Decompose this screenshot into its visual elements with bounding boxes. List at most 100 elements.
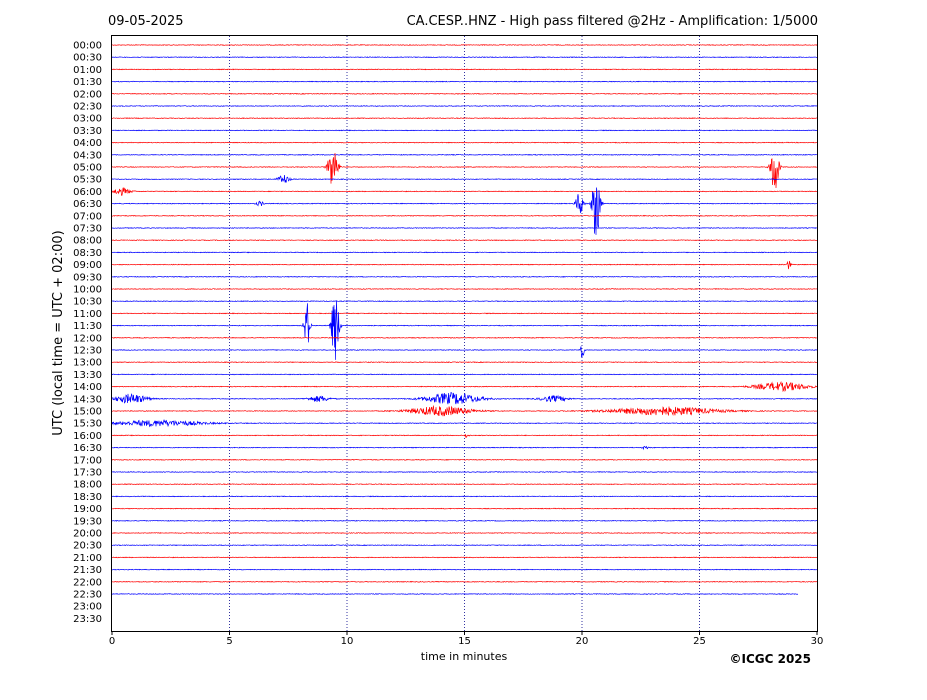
row-label: 03:30 bbox=[73, 126, 102, 137]
row-label: 03:00 bbox=[73, 114, 102, 125]
trace-line bbox=[111, 260, 818, 270]
row-label: 18:30 bbox=[73, 492, 102, 503]
row-label: 09:00 bbox=[73, 260, 102, 271]
trace-rows bbox=[111, 44, 818, 595]
trace-line bbox=[111, 129, 818, 132]
x-tick-label: 25 bbox=[693, 636, 706, 647]
row-label: 00:00 bbox=[73, 41, 102, 52]
row-label: 13:00 bbox=[73, 358, 102, 369]
trace-line bbox=[111, 418, 818, 428]
trace-line bbox=[111, 288, 818, 290]
row-label: 07:00 bbox=[73, 211, 102, 222]
trace-line bbox=[111, 80, 818, 83]
trace-line bbox=[111, 251, 818, 254]
trace-line bbox=[111, 300, 818, 360]
row-label: 05:00 bbox=[73, 163, 102, 174]
row-label: 19:30 bbox=[73, 516, 102, 527]
trace-line bbox=[111, 404, 818, 417]
row-label: 17:30 bbox=[73, 468, 102, 479]
row-label: 18:00 bbox=[73, 480, 102, 491]
x-tick-label: 30 bbox=[811, 636, 824, 647]
plot-title: CA.CESP..HNZ - High pass filtered @2Hz -… bbox=[407, 14, 818, 29]
row-label: 20:00 bbox=[73, 529, 102, 540]
date-label: 09-05-2025 bbox=[108, 14, 184, 29]
x-axis-label: time in minutes bbox=[421, 650, 508, 663]
trace-line bbox=[111, 186, 818, 196]
row-label: 22:00 bbox=[73, 577, 102, 588]
trace-line bbox=[111, 141, 818, 144]
trace-line bbox=[111, 68, 818, 71]
vertical-gridlines bbox=[229, 36, 700, 631]
x-axis-ticks: 0 5 10 15 20 25 30 bbox=[109, 631, 824, 647]
trace-line bbox=[111, 227, 818, 229]
row-label: 12:30 bbox=[73, 346, 102, 357]
x-tick-label: 15 bbox=[458, 636, 471, 647]
trace-line bbox=[111, 312, 818, 315]
trace-line bbox=[111, 434, 818, 439]
row-label: 09:30 bbox=[73, 272, 102, 283]
trace-line bbox=[111, 117, 818, 120]
trace-line bbox=[111, 44, 818, 46]
row-label: 02:30 bbox=[73, 102, 102, 113]
row-label: 01:00 bbox=[73, 65, 102, 76]
row-label: 05:30 bbox=[73, 175, 102, 186]
copyright-label: ©ICGC 2025 bbox=[729, 652, 811, 666]
row-label: 13:30 bbox=[73, 370, 102, 381]
x-tick-label: 10 bbox=[341, 636, 354, 647]
row-label: 07:30 bbox=[73, 224, 102, 235]
trace-line bbox=[111, 56, 818, 59]
row-label: 20:30 bbox=[73, 541, 102, 552]
row-label: 10:00 bbox=[73, 285, 102, 296]
row-label: 16:00 bbox=[73, 431, 102, 442]
trace-line bbox=[111, 507, 818, 510]
trace-line bbox=[111, 519, 818, 522]
trace-line bbox=[111, 471, 818, 473]
row-label: 11:30 bbox=[73, 321, 102, 332]
trace-line bbox=[111, 381, 818, 393]
trace-line bbox=[111, 275, 818, 278]
trace-line bbox=[112, 214, 818, 217]
trace-line bbox=[111, 495, 818, 498]
trace-line bbox=[111, 300, 818, 303]
trace-line bbox=[111, 92, 817, 95]
row-label: 06:00 bbox=[73, 187, 102, 198]
plot-frame bbox=[111, 35, 818, 632]
y-axis-label: UTC (local time = UTC + 02:00) bbox=[51, 230, 66, 435]
row-label: 23:30 bbox=[73, 614, 102, 625]
trace-line bbox=[111, 568, 818, 571]
row-label: 04:00 bbox=[73, 138, 102, 149]
trace-line bbox=[111, 152, 818, 189]
row-label: 11:00 bbox=[73, 309, 102, 320]
trace-line bbox=[111, 445, 818, 451]
row-label: 01:30 bbox=[73, 77, 102, 88]
trace-line bbox=[111, 373, 818, 376]
row-label: 21:30 bbox=[73, 565, 102, 576]
x-tick-label: 0 bbox=[109, 636, 115, 647]
trace-line bbox=[111, 105, 818, 107]
trace-line bbox=[111, 174, 818, 183]
trace-line bbox=[111, 239, 818, 242]
trace-line bbox=[111, 361, 818, 364]
trace-line bbox=[111, 346, 818, 358]
trace-line bbox=[111, 336, 818, 339]
trace-line bbox=[111, 153, 818, 156]
trace-line bbox=[111, 391, 818, 405]
row-label: 16:30 bbox=[73, 443, 102, 454]
x-tick-label: 5 bbox=[226, 636, 232, 647]
row-label: 23:00 bbox=[73, 602, 102, 613]
row-label: 12:00 bbox=[73, 333, 102, 344]
row-label: 08:30 bbox=[73, 248, 102, 259]
row-label: 14:00 bbox=[73, 382, 102, 393]
row-label: 08:00 bbox=[73, 236, 102, 247]
row-label: 22:30 bbox=[73, 590, 102, 601]
trace-line bbox=[111, 187, 818, 235]
row-label: 14:30 bbox=[73, 394, 102, 405]
x-tick-label: 20 bbox=[576, 636, 589, 647]
row-label: 06:30 bbox=[73, 199, 102, 210]
trace-line bbox=[111, 580, 818, 583]
row-label: 17:00 bbox=[73, 455, 102, 466]
row-label: 19:00 bbox=[73, 504, 102, 515]
